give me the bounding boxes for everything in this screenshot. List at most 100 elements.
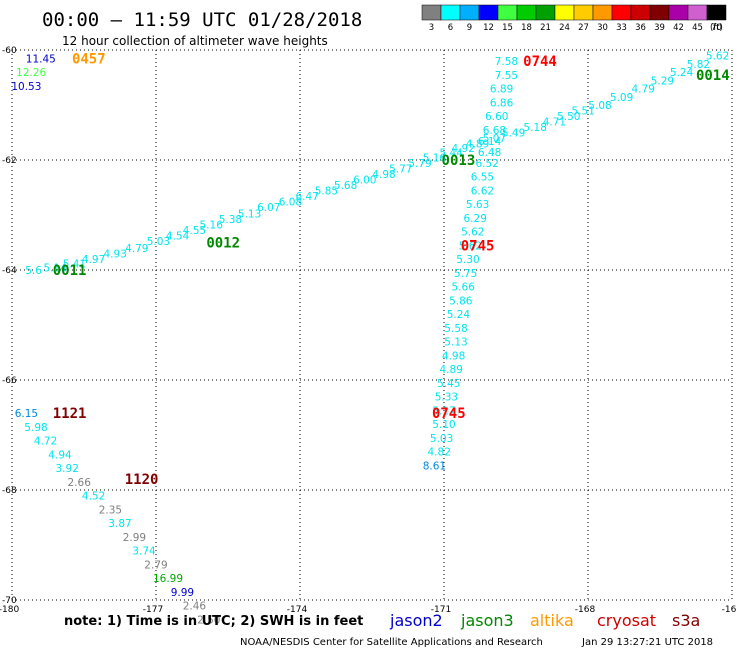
generated-timestamp: Jan 29 13:27:21 UTC 2018 [581, 637, 713, 648]
colorbar-swatch [706, 4, 727, 21]
swh-value: 5.10 [432, 419, 455, 431]
swh-value: 5.18 [524, 122, 547, 134]
swh-value: 6.14 [478, 136, 502, 148]
colorbar-label: 27 [578, 23, 589, 33]
swh-value: 5.68 [334, 180, 357, 192]
swh-value: 5.24 [670, 67, 694, 79]
pass-time-label: 1120 [125, 472, 159, 488]
swh-value: 4.82 [428, 447, 451, 459]
swh-value: 5.29 [651, 75, 674, 87]
legend-jason3: jason3 [460, 611, 514, 630]
swh-value: 5.09 [610, 92, 633, 104]
colorbar-swatch [573, 4, 594, 21]
swh-value: 5.77 [389, 163, 412, 175]
colorbar-label: 12 [483, 23, 494, 33]
swh-value: 5.16 [423, 152, 447, 164]
colorbar-swatch [668, 4, 689, 21]
legend-cryosat: cryosat [597, 611, 656, 630]
swh-value: 5.98 [24, 422, 47, 434]
swh-value: 5.66 [452, 282, 476, 294]
swh-value: 5.13 [444, 337, 467, 349]
colorbar-swatch [440, 4, 461, 21]
gridlines [11, 49, 733, 601]
swh-value: 6.60 [485, 111, 508, 123]
x-tick-label: -177 [143, 605, 163, 615]
swh-value: 5.58 [444, 323, 467, 335]
swh-value: 5.03 [430, 433, 453, 445]
y-tick-label: -64 [2, 266, 17, 276]
swh-value: 5.51 [572, 106, 595, 118]
swh-value: 4.54 [166, 230, 190, 242]
colorbar-label: 6 [448, 23, 453, 33]
pass-time-label: 0744 [523, 54, 557, 70]
swh-value: 4.79 [632, 84, 655, 96]
swh-value: 2.35 [99, 504, 122, 516]
pass-time-label: 0745 [432, 406, 466, 422]
swh-value: 5.38 [219, 214, 242, 226]
colorbar-swatch [630, 4, 651, 21]
swh-value: 4.97 [82, 254, 105, 266]
swh-value: 6.47 [296, 191, 319, 203]
swh-value: 5.62 [459, 240, 482, 252]
satellite-legend: jason2 jason3 altika cryosat s3a [389, 611, 700, 630]
swh-value: 5.30 [456, 254, 479, 266]
swh-value: 6.86 [490, 97, 514, 109]
swh-value: 7.55 [495, 70, 518, 82]
colorbar-swatch [459, 4, 480, 21]
colorbar-label: 30 [597, 23, 608, 33]
pass-time-label: 0457 [72, 51, 106, 67]
swh-value: 6.89 [490, 84, 513, 96]
colorbar-swatch [592, 4, 613, 21]
swh-value: 4.94 [48, 449, 72, 461]
swh-value: 5.82 [687, 59, 710, 71]
swh-value: 6.48 [478, 147, 501, 159]
swh-value: 6.00 [353, 174, 376, 186]
swh-value: 4.55 [183, 225, 206, 237]
chart-title: 00:00 – 11:59 UTC 01/28/2018 [42, 9, 362, 31]
colorbar-swatch [421, 4, 442, 21]
colorbar-label: 42 [673, 23, 684, 33]
x-tick-label: -174 [287, 605, 308, 615]
colorbar-label: 18 [521, 23, 532, 33]
swh-value: 5.08 [588, 100, 611, 112]
swh-value: 4.92 [452, 143, 475, 155]
colorbar-swatch [554, 4, 575, 21]
swh-value: 6.08 [279, 196, 302, 208]
pass-time-label: 0013 [442, 153, 476, 169]
credit-line: NOAA/NESDIS Center for Satellite Applica… [240, 637, 543, 648]
swh-value: 5.17 [432, 405, 455, 417]
legend-jason2: jason2 [389, 611, 443, 630]
pass-time-label: 0012 [206, 236, 240, 252]
swh-value: 5.14 [44, 262, 68, 274]
chart-subtitle: 12 hour collection of altimeter wave hei… [62, 34, 328, 48]
swh-value: 4.52 [82, 491, 105, 503]
swh-value: 5.85 [315, 185, 338, 197]
swh-value: 4.98 [442, 350, 465, 362]
swh-value: 5.62 [706, 51, 729, 63]
swh-value: 5.33 [435, 392, 458, 404]
swh-value: 10.53 [11, 81, 41, 93]
colorbar-label: 36 [635, 23, 646, 33]
swh-value: 4.71 [543, 117, 566, 129]
pass-time-label: 1121 [53, 406, 87, 422]
x-tick-label: -180 [0, 605, 19, 615]
swh-value: 5.62 [461, 227, 484, 239]
swh-value: 4.89 [440, 364, 463, 376]
colorbar-label: 33 [616, 23, 627, 33]
wave-height-observations: 11.4512.2610.537.587.556.896.866.606.686… [11, 51, 729, 627]
swh-value: 6.07 [257, 202, 280, 214]
x-tick-label: -16 [722, 605, 737, 615]
swh-value: 5.44 [440, 147, 464, 159]
colorbar-unit: (ft) [710, 23, 723, 33]
x-tick-label: -171 [431, 605, 451, 615]
swh-value: 5.49 [502, 128, 525, 140]
swh-value: 4.98 [372, 169, 395, 181]
swh-value: 2.79 [144, 559, 167, 571]
swh-value: 5.24 [447, 309, 471, 321]
pass-time-label: 0014 [696, 68, 730, 84]
swh-value: 11.45 [26, 53, 56, 65]
swh-value: 9.99 [171, 587, 194, 599]
y-tick-label: -66 [2, 376, 17, 386]
swh-value: 6.15 [15, 408, 38, 420]
